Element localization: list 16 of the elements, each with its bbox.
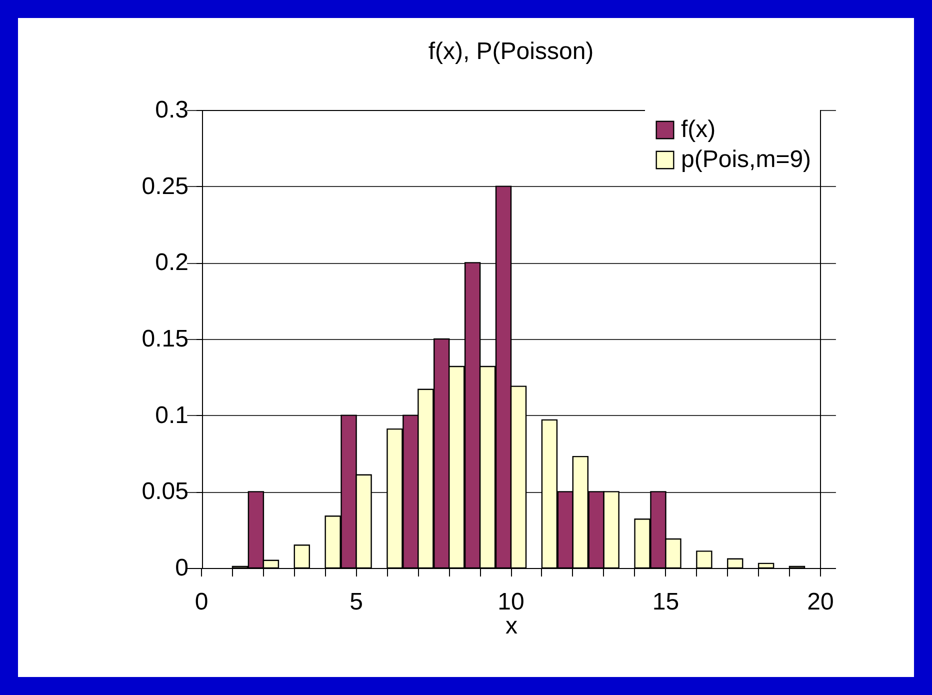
y-tick-label: 0.3 bbox=[155, 96, 188, 124]
y-tick-label: 0.1 bbox=[155, 402, 188, 429]
y-tick-label: 0.15 bbox=[142, 326, 188, 352]
x-tick-label: 10 bbox=[498, 588, 524, 616]
x-tick-label: 5 bbox=[350, 588, 363, 616]
y-tick-label: 0.05 bbox=[142, 478, 188, 506]
legend-label: f(x) bbox=[681, 116, 716, 143]
x-tick-label: 0 bbox=[194, 588, 208, 616]
y-tick-label: 0.2 bbox=[155, 249, 188, 276]
y-tick-label: 0 bbox=[175, 554, 188, 582]
chart-title: f(x), P(Poisson) bbox=[428, 38, 594, 65]
x-tick-label: 15 bbox=[652, 588, 680, 616]
x-axis-title: x bbox=[506, 612, 518, 640]
x-tick-label: 20 bbox=[807, 588, 834, 616]
legend-label: p(Pois,m=9) bbox=[681, 146, 812, 173]
y-tick-label: 0.25 bbox=[142, 172, 188, 200]
